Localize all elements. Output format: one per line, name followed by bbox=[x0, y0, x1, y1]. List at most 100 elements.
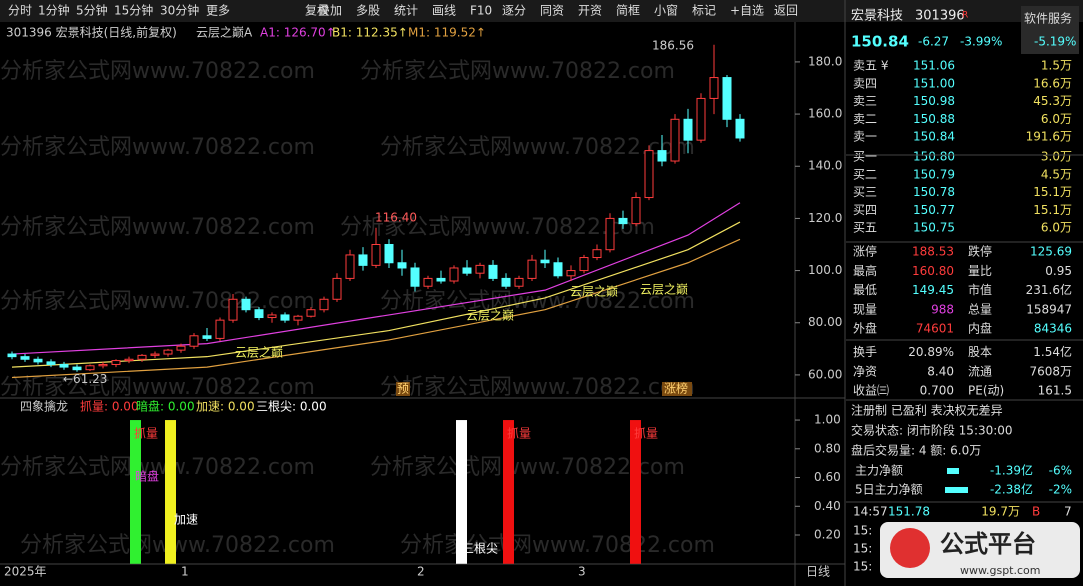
signal-label: 抓量 bbox=[134, 427, 158, 441]
book-price: 150.80 bbox=[913, 150, 955, 164]
candle-body bbox=[345, 254, 355, 279]
book-price: 150.79 bbox=[913, 167, 955, 181]
candle-body bbox=[46, 361, 56, 365]
stat-label: 最低 bbox=[853, 283, 877, 297]
toolbar-button[interactable]: 分时 bbox=[8, 4, 32, 18]
indicator-legend: 三根尖: 0.00 bbox=[256, 400, 327, 414]
stat-value: 20.89% bbox=[908, 345, 954, 359]
candle-body bbox=[670, 118, 680, 162]
trade-tick: 15: bbox=[853, 560, 872, 574]
y-tick-label: 100.0 bbox=[808, 263, 842, 277]
status: 交易状态: 闭市阶段 15:30:00 bbox=[851, 423, 1013, 438]
toolbar-button[interactable]: 复权 bbox=[305, 4, 329, 18]
flow-label: 主力净额 bbox=[855, 464, 903, 478]
toolbar-button[interactable]: +自选 bbox=[730, 4, 764, 18]
candle-body bbox=[605, 217, 615, 251]
sector-pct: -5.19% bbox=[1034, 35, 1076, 49]
stat-label: 换手 bbox=[853, 345, 877, 359]
legend-item: B1: 112.35↑ bbox=[332, 26, 408, 40]
candle-body bbox=[722, 77, 732, 120]
toolbar-button[interactable]: 小窗 bbox=[654, 4, 678, 18]
trade-tick: 15: bbox=[853, 524, 872, 538]
watermark: 分析家公式网www.70822.com bbox=[380, 289, 695, 314]
toolbar-button[interactable]: 30分钟 bbox=[160, 3, 199, 18]
candle-body bbox=[293, 315, 303, 321]
toolbar-button[interactable]: 更多 bbox=[206, 4, 230, 18]
toolbar-button[interactable]: 5分钟 bbox=[76, 3, 108, 18]
badge-label: 涨榜 bbox=[664, 381, 688, 396]
book-price: 150.88 bbox=[913, 112, 955, 126]
toolbar-button[interactable]: 同资 bbox=[540, 4, 564, 18]
toolbar-button[interactable]: 逐分 bbox=[502, 4, 526, 18]
watermark: 分析家公式网www.70822.com bbox=[20, 533, 335, 558]
stat-label: 股本 bbox=[968, 345, 992, 359]
candle-body bbox=[358, 254, 368, 266]
watermark: 分析家公式网www.70822.com bbox=[0, 135, 315, 160]
book-price: 151.00 bbox=[913, 76, 955, 90]
cloud-label: 云层之巅 bbox=[640, 283, 688, 297]
book-label: 买一 bbox=[853, 150, 877, 164]
candle-body bbox=[631, 197, 641, 225]
logo-icon bbox=[890, 528, 930, 568]
legend-item: M1: 119.52↑ bbox=[408, 26, 486, 40]
trade-tick: 14:57 bbox=[853, 505, 888, 519]
cloud-label: 云层之巅 bbox=[466, 309, 514, 323]
toolbar-button[interactable]: F10 bbox=[470, 4, 492, 18]
book-volume: 15.1万 bbox=[1033, 203, 1072, 217]
stat-value: 160.80 bbox=[912, 264, 954, 278]
candle-body bbox=[150, 353, 160, 356]
candle-body bbox=[449, 267, 459, 282]
candle-body bbox=[644, 150, 654, 199]
candle-body bbox=[111, 360, 121, 365]
pct: -3.99% bbox=[960, 35, 1002, 49]
stat-label: 外盘 bbox=[853, 321, 877, 336]
toolbar-button[interactable]: 简框 bbox=[616, 4, 640, 18]
signal-label: 抓量 bbox=[507, 427, 531, 441]
cloud-label: 云层之巅 bbox=[570, 285, 618, 299]
stat-label: 净资 bbox=[853, 364, 877, 378]
signal-bar bbox=[630, 420, 641, 564]
toolbar-button[interactable]: 开资 bbox=[578, 4, 602, 18]
toolbar-button[interactable]: 画线 bbox=[432, 4, 456, 18]
candle-body bbox=[488, 264, 498, 279]
x-tick-label: 1 bbox=[181, 565, 189, 579]
stat-label: 市值 bbox=[968, 282, 992, 297]
book-volume: 16.6万 bbox=[1033, 76, 1072, 90]
candle-body bbox=[657, 150, 667, 162]
toolbar-button[interactable]: 1分钟 bbox=[38, 3, 70, 18]
book-volume: 45.3万 bbox=[1033, 94, 1072, 108]
toolbar-button[interactable]: 返回 bbox=[774, 4, 798, 18]
candle-body bbox=[124, 358, 134, 362]
toolbar-button[interactable]: 叠加 bbox=[318, 4, 342, 18]
candle-body bbox=[683, 118, 693, 141]
y-tick-label: 180.0 bbox=[808, 54, 842, 68]
book-volume: 3.0万 bbox=[1041, 150, 1072, 164]
book-label: 卖二 bbox=[853, 112, 877, 126]
y-tick-label: 1.00 bbox=[814, 413, 841, 427]
period[interactable]: 日线 bbox=[806, 565, 830, 579]
candle-body bbox=[33, 358, 43, 363]
annotation: 186.56 bbox=[652, 38, 694, 52]
flow-pct: -2% bbox=[1049, 483, 1072, 497]
toolbar-button[interactable]: 多股 bbox=[356, 4, 380, 18]
candle-body bbox=[254, 309, 264, 319]
candle-body bbox=[423, 277, 433, 287]
toolbar-button[interactable]: 统计 bbox=[394, 4, 418, 18]
stat-value: 125.69 bbox=[1030, 245, 1072, 259]
candle-body bbox=[267, 314, 277, 319]
candle-body bbox=[7, 353, 17, 358]
toolbar-button[interactable]: 标记 bbox=[692, 4, 716, 18]
ma-line bbox=[11, 238, 741, 379]
annotation: 116.40 bbox=[375, 210, 417, 224]
book-volume: 6.0万 bbox=[1041, 221, 1072, 235]
chart-code-name: 301396 宏景科技(日线,前复权) bbox=[6, 25, 177, 40]
candle-body bbox=[306, 309, 316, 317]
sector[interactable]: 软件服务 bbox=[1024, 11, 1072, 26]
logo-title: 公式平台 bbox=[940, 530, 1036, 558]
candle-body bbox=[566, 270, 576, 277]
book-label: 买四 bbox=[853, 203, 877, 217]
toolbar-button[interactable]: 15分钟 bbox=[114, 3, 153, 18]
book-price: 150.98 bbox=[913, 94, 955, 108]
badge: R bbox=[962, 11, 968, 21]
